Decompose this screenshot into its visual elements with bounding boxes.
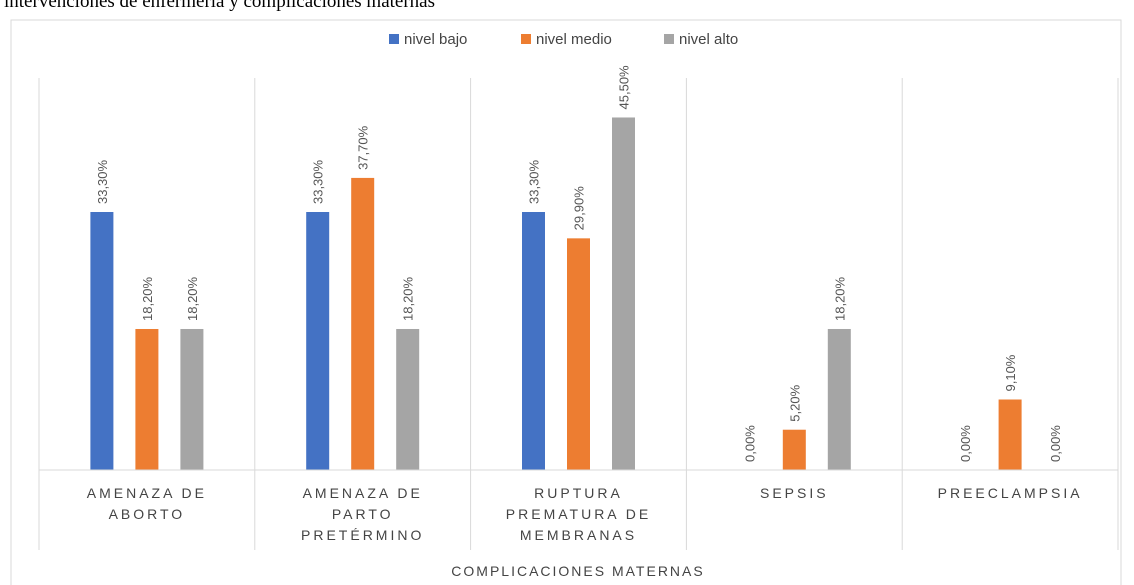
category-label: AMENAZA DE xyxy=(87,485,207,501)
bar-nivel-medio xyxy=(135,328,159,470)
bar-nivel-alto xyxy=(180,328,204,470)
data-labels: 33,30% 18,20% 18,20% 33,30% 37,70% 18,20% 33,3… xyxy=(95,65,1063,462)
category-label: PRETÉRMINO xyxy=(301,527,424,543)
bar-nivel-bajo xyxy=(306,212,330,470)
category-label: AMENAZA DE xyxy=(303,485,423,501)
bar-nivel-alto xyxy=(612,117,635,470)
data-label: 29,90% xyxy=(572,186,587,231)
data-label: 9,10% xyxy=(1003,354,1018,391)
data-label: 33,30% xyxy=(311,159,326,204)
data-label: 18,20% xyxy=(185,276,200,321)
data-label: 33,30% xyxy=(95,159,110,204)
bar-nivel-medio xyxy=(567,238,590,470)
category-labels: AMENAZA DE ABORTO AMENAZA DE PARTO PRETÉRMIN… xyxy=(87,485,1083,543)
data-label: 18,20% xyxy=(832,276,847,321)
legend: nivel bajo nivel medio nivel alto xyxy=(389,31,738,48)
data-label: 37,70% xyxy=(356,125,371,170)
legend-label: nivel alto xyxy=(679,31,738,48)
bar-nivel-alto xyxy=(396,328,420,470)
legend-swatch xyxy=(521,34,531,44)
data-label: 0,00% xyxy=(958,425,973,462)
data-label: 0,00% xyxy=(742,425,757,462)
legend-label: nivel bajo xyxy=(404,31,467,48)
legend-label: nivel medio xyxy=(536,31,612,48)
x-axis-title: COMPLICACIONES MATERNAS xyxy=(451,563,704,579)
legend-swatch xyxy=(664,34,674,44)
category-label: SEPSIS xyxy=(760,485,829,501)
bar-nivel-medio xyxy=(351,177,375,470)
bar-nivel-bajo xyxy=(522,212,545,470)
data-label: 0,00% xyxy=(1048,425,1063,462)
data-label: 18,20% xyxy=(140,276,155,321)
category-label: PREECLAMPSIA xyxy=(938,485,1083,501)
bar-nivel-alto xyxy=(827,328,851,470)
data-label: 33,30% xyxy=(527,159,542,204)
bar-nivel-medio xyxy=(998,399,1022,470)
category-label: PREMATURA DE xyxy=(506,506,651,522)
bar-nivel-bajo xyxy=(90,212,114,470)
category-label: MEMBRANAS xyxy=(520,527,637,543)
category-label: PARTO xyxy=(332,506,394,522)
data-label: 45,50% xyxy=(617,65,632,110)
category-separators xyxy=(38,78,1119,550)
bar-nivel-medio xyxy=(782,429,806,470)
category-label: RUPTURA xyxy=(534,485,623,501)
data-label: 5,20% xyxy=(787,384,802,421)
header-text: intervenciones de enfermería y complicac… xyxy=(4,0,435,12)
category-label: ABORTO xyxy=(109,506,186,522)
legend-swatch xyxy=(389,34,399,44)
bars xyxy=(90,117,1022,470)
chart-frame xyxy=(10,19,1122,585)
data-label: 18,20% xyxy=(401,276,416,321)
